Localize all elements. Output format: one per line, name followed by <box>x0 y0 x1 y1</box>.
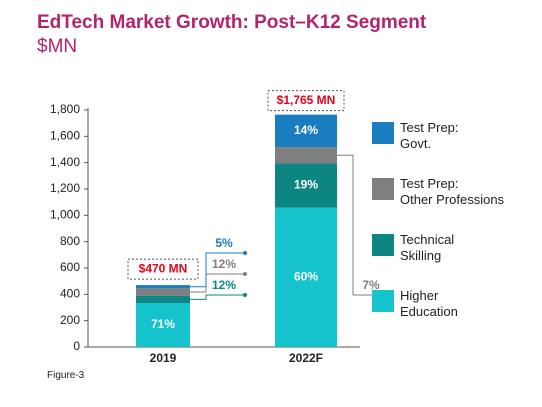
y-tick-label: 600 <box>60 260 80 274</box>
y-tick-label: 0 <box>73 339 80 353</box>
legend-item: Technical Skilling <box>372 232 540 288</box>
callout-line <box>190 294 245 300</box>
legend-label: Technical Skilling <box>400 232 455 263</box>
total-box <box>127 258 199 280</box>
bar-segment <box>275 114 337 148</box>
data-label: 12% <box>212 278 236 292</box>
total-label: $1,765 MN <box>277 93 336 107</box>
y-tick-label: 1,400 <box>50 155 80 169</box>
legend-item: Test Prep: Other Professions <box>372 176 540 232</box>
y-tick-label: 1,000 <box>50 208 80 222</box>
callout-dot <box>243 293 247 297</box>
legend-item: Test Prep: Govt. <box>372 120 540 176</box>
bar-segment <box>275 147 337 164</box>
legend-swatch <box>372 234 394 256</box>
chart-title: EdTech Market Growth: Post–K12 Segment <box>37 12 427 33</box>
legend-label: Higher Education <box>400 288 458 319</box>
legend-swatch <box>372 178 394 200</box>
y-tick-label: 1,800 <box>50 102 80 116</box>
y-tick-label: 800 <box>60 234 80 248</box>
y-tick-label: 400 <box>60 287 80 301</box>
bar-segment <box>136 285 190 289</box>
x-tick-label: 2019 <box>150 351 177 365</box>
footnote: Figure-3 <box>47 370 85 381</box>
y-tick-label: 1,200 <box>50 181 80 195</box>
chart-subtitle: $MN <box>37 36 78 57</box>
callout-dot <box>243 272 247 276</box>
data-label: 5% <box>215 236 233 250</box>
bar-segment <box>275 163 337 208</box>
y-tick-label: 200 <box>60 313 80 327</box>
legend-swatch <box>372 290 394 312</box>
callout-line <box>190 252 245 288</box>
data-label: 14% <box>294 123 318 137</box>
callout-dot <box>243 251 247 255</box>
legend: Test Prep: Govt. Test Prep: Other Profess… <box>372 120 540 344</box>
bar-segment <box>136 288 190 296</box>
total-box <box>267 90 345 112</box>
bar-segment <box>275 207 337 347</box>
data-label: 19% <box>294 178 318 192</box>
data-label: 71% <box>151 317 175 331</box>
bar-segment <box>136 303 190 347</box>
legend-item: Higher Education <box>372 288 540 344</box>
data-label: 7% <box>362 278 380 292</box>
bar-segment <box>136 295 190 304</box>
total-label: $470 MN <box>139 261 188 275</box>
legend-label: Test Prep: Other Professions <box>400 176 505 207</box>
legend-swatch <box>372 122 394 144</box>
legend-label: Test Prep: Govt. <box>400 120 459 151</box>
data-label: 12% <box>212 257 236 271</box>
x-tick-label: 2022F <box>289 351 323 365</box>
data-label: 60% <box>294 269 318 283</box>
y-tick-label: 1,600 <box>50 129 80 143</box>
